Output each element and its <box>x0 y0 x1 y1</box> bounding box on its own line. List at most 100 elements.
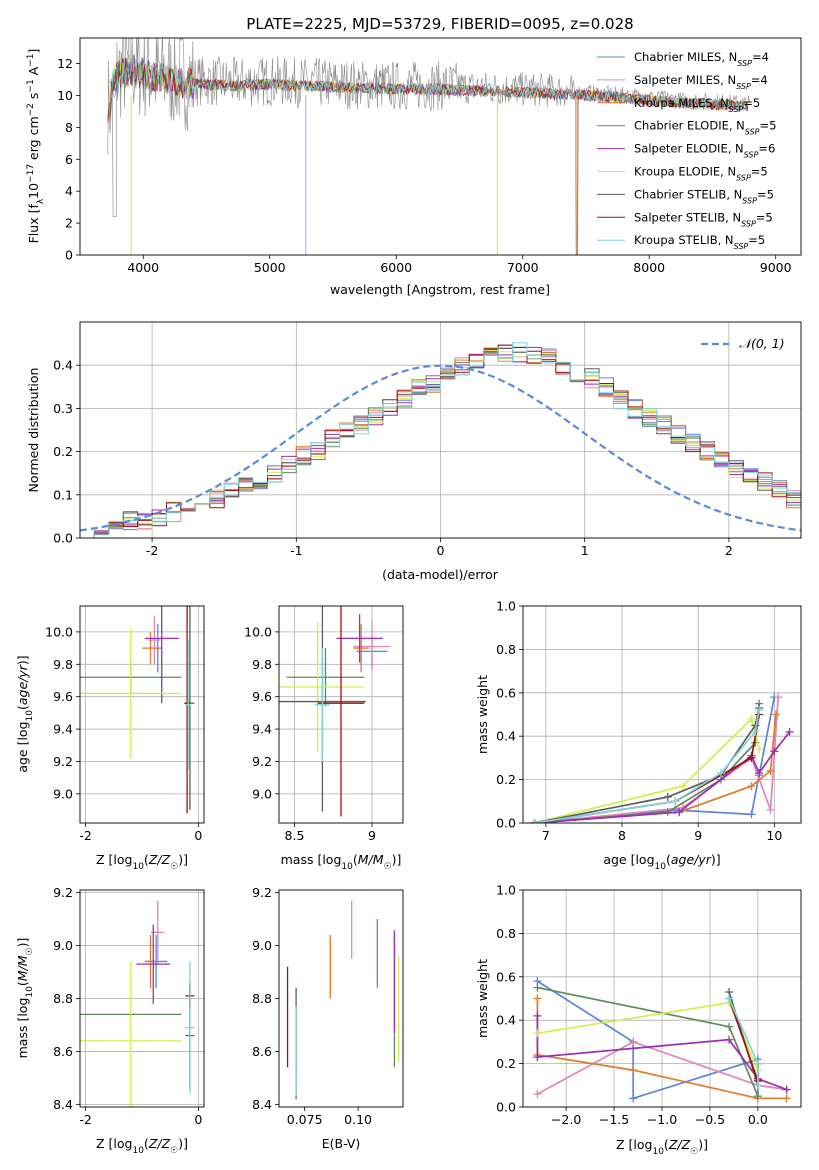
axes-frame <box>278 605 404 824</box>
plot-area <box>533 977 791 1103</box>
y-tick-label: 4 <box>65 184 73 199</box>
axes-frame <box>522 889 802 1108</box>
x-tick-label: 7000 <box>507 260 539 275</box>
x-tick-label: -2 <box>146 543 158 558</box>
plot-area <box>279 606 391 817</box>
axes-frame <box>278 889 404 1108</box>
y-tick-label: 0.4 <box>53 358 73 373</box>
axes-frame <box>79 37 802 256</box>
panel-mass-weight-vs-age: 7 8 9 10 0.0 0.2 0.4 0.6 0.8 1.0 age [log10(age/yr… <box>475 599 802 872</box>
x-tick-label: 7 <box>542 828 550 843</box>
x-tick-label: -2 <box>79 828 91 843</box>
y-tick-label: 6 <box>65 152 73 167</box>
x-tick-label: -2 <box>79 1112 91 1127</box>
series-marker-salpeter-elodie <box>533 1053 542 1062</box>
x-tick-label: 9000 <box>760 260 792 275</box>
series-marker-salpeter-stelib <box>747 753 756 762</box>
series-marker-kroupa-elodie <box>747 714 756 723</box>
y-tick-label: 9.6 <box>53 689 73 704</box>
x-axis-label: Z [log10(Z/Z☉)] <box>96 852 188 872</box>
y-tick-label: 9.0 <box>53 938 73 953</box>
y-axis-label: mass weight <box>475 675 490 754</box>
y-tick-label: 0.2 <box>496 1056 516 1071</box>
x-tick-label: 0 <box>194 1112 202 1127</box>
series-marker-chabrier-miles <box>747 810 756 819</box>
series-line-salpeter-stelib <box>728 998 759 1082</box>
x-tick-label: −2.0 <box>551 1112 581 1127</box>
x-axis-label: Z [log10(Z/Z☉)] <box>616 1137 708 1157</box>
legend-label-chabrier-elodie: Chabrier ELODIE, NSSP=5 <box>634 119 776 137</box>
plot-area <box>80 606 195 814</box>
y-tick-label: 8 <box>65 120 73 135</box>
panel-age-vs-mass: 8.5 9 9.0 9.2 9.4 9.6 9.8 10.0 mass [log10(M/M☉)… <box>244 605 404 872</box>
x-tick-label: −1.5 <box>599 1112 629 1127</box>
x-tick-label: 5000 <box>254 260 286 275</box>
x-tick-label: -1 <box>290 543 302 558</box>
x-tick-label: −0.5 <box>695 1112 725 1127</box>
x-tick-label: 8.5 <box>285 828 305 843</box>
series-line-kroupa-elodie <box>534 717 760 823</box>
x-tick-label: 9 <box>368 828 376 843</box>
y-tick-label: 9.2 <box>53 754 73 769</box>
x-tick-label: 6000 <box>380 260 412 275</box>
panel-mass-weight-vs-Z: −2.0 −1.5 −1.0 −0.5 0.0 0.0 0.2 0.4 0.6 0.8 1.0 Z [… <box>475 883 802 1157</box>
panel-spectrum: 4000 5000 6000 7000 8000 9000 0 2 4 6 8 10 12 Chabrie… <box>26 37 802 297</box>
y-axis-label: mass weight <box>475 959 490 1038</box>
model-line-kroupa-stelib <box>107 55 749 123</box>
y-tick-label: 0.0 <box>53 531 73 546</box>
y-tick-label: 9.0 <box>53 786 73 801</box>
panel-mass-vs-EBV: 0.075 0.10 8.4 8.6 8.8 9.0 9.2 E(B-V) <box>252 885 404 1151</box>
x-tick-label: 0 <box>194 828 202 843</box>
y-tick-label: 12 <box>57 56 73 71</box>
plot-area <box>530 693 794 823</box>
series-marker-kroupa-miles <box>782 1094 791 1103</box>
series-marker-salpeter-elodie <box>533 1011 542 1020</box>
x-tick-label: 0 <box>437 543 445 558</box>
axes-frame <box>522 605 802 824</box>
series-line-kroupa-stelib <box>534 710 760 823</box>
legend-label-salpeter-miles: Salpeter MILES, NSSP=4 <box>634 73 768 91</box>
x-tick-label: 2 <box>725 543 733 558</box>
x-tick-label: 0.10 <box>344 1112 372 1127</box>
x-tick-label: 0.075 <box>287 1112 323 1127</box>
series-marker-salpeter-miles <box>766 805 775 814</box>
y-tick-label: 8.4 <box>252 1097 272 1112</box>
series-marker-kroupa-miles <box>766 766 775 775</box>
series-line-salpeter-miles <box>536 1040 787 1095</box>
plot-area <box>80 900 195 1107</box>
y-tick-label: 0 <box>65 248 73 263</box>
x-tick-label: −1.0 <box>647 1112 677 1127</box>
legend-label-gaussian: 𝒩(0, 1) <box>739 336 785 351</box>
y-axis-label: Flux [fλ10−17 erg cm−2 s−1 A−1] <box>26 49 46 244</box>
y-axis-label: mass [log10(M/M☉)] <box>15 938 35 1059</box>
series-marker-kroupa-elodie <box>755 745 764 754</box>
histogram-kroupa-stelib <box>80 342 801 538</box>
y-tick-label: 9.4 <box>53 722 73 737</box>
histogram-chabrier-elodie <box>80 346 801 538</box>
x-axis-label: E(B-V) <box>322 1136 361 1151</box>
axes-frame <box>79 889 205 1108</box>
x-axis-label: age [log10(age/yr)] <box>603 852 720 872</box>
x-tick-label: 9 <box>694 828 702 843</box>
series-marker-kroupa-elodie <box>678 782 687 791</box>
plot-area <box>80 342 801 538</box>
y-tick-label: 1.0 <box>496 599 516 614</box>
legend-label-kroupa-elodie: Kroupa ELODIE, NSSP=5 <box>634 165 768 183</box>
y-tick-label: 10.0 <box>244 624 272 639</box>
series-marker-salpeter-miles <box>533 1089 542 1098</box>
x-axis-label: mass [log10(M/M☉)] <box>281 852 402 872</box>
x-tick-label: 8000 <box>633 260 665 275</box>
x-tick-label: 10 <box>766 828 782 843</box>
x-tick-label: 4000 <box>127 260 159 275</box>
series-marker-kroupa-miles <box>747 782 756 791</box>
y-tick-label: 0.2 <box>53 444 73 459</box>
series-marker-chabrier-elodie <box>533 983 542 992</box>
figure-title: PLATE=2225, MJD=53729, FIBERID=0095, z=0… <box>246 15 633 33</box>
series-marker-kroupa-stelib <box>530 819 539 823</box>
y-tick-label: 0.0 <box>496 1100 516 1115</box>
y-tick-label: 9.6 <box>252 689 272 704</box>
y-tick-label: 9.4 <box>252 722 272 737</box>
y-tick-label: 10 <box>57 88 73 103</box>
legend-label-salpeter-stelib: Salpeter STELIB, NSSP=5 <box>634 210 773 228</box>
